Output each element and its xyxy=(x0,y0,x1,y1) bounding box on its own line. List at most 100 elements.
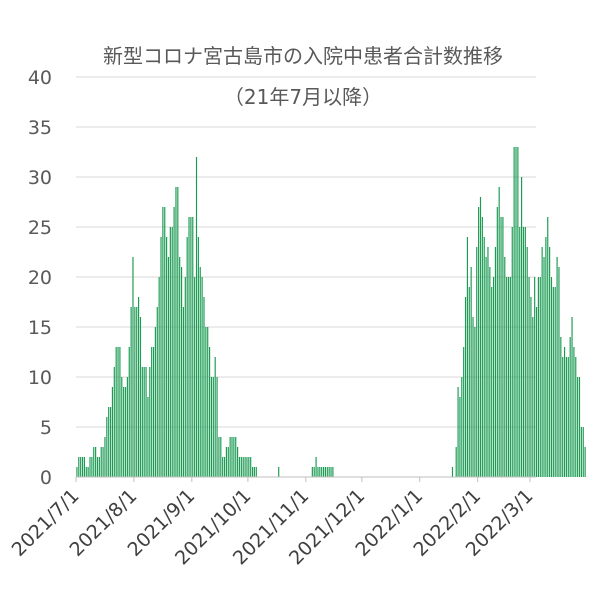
bar xyxy=(229,437,231,477)
bar xyxy=(563,347,566,477)
bar xyxy=(489,267,491,477)
bar xyxy=(100,447,102,477)
bar xyxy=(124,387,127,477)
y-tick-label: 15 xyxy=(28,317,52,339)
bar xyxy=(483,237,485,477)
bar xyxy=(573,347,575,477)
bar xyxy=(558,267,560,477)
bar xyxy=(231,437,233,477)
bar xyxy=(96,457,99,477)
bar xyxy=(244,457,246,477)
bar xyxy=(128,347,130,477)
bar xyxy=(526,247,528,477)
bar xyxy=(108,407,110,477)
bar xyxy=(532,317,534,477)
bar xyxy=(502,217,504,477)
y-tick-label: 10 xyxy=(28,367,52,389)
bar xyxy=(466,237,468,477)
bar xyxy=(91,457,93,477)
bar xyxy=(253,467,255,477)
bar xyxy=(242,457,244,477)
bar xyxy=(145,367,147,477)
bar xyxy=(547,217,549,477)
y-tick-label: 40 xyxy=(28,67,52,89)
bar xyxy=(539,277,541,477)
bar xyxy=(278,467,280,477)
x-axis-ticks: 2021/7/12021/8/12021/9/12021/10/12021/11… xyxy=(8,477,538,569)
bar xyxy=(151,347,153,477)
bar xyxy=(113,367,115,477)
bar xyxy=(121,377,123,477)
bar xyxy=(201,277,203,477)
bar xyxy=(322,467,325,477)
bar xyxy=(173,207,175,477)
bar xyxy=(457,387,459,477)
bar xyxy=(104,437,106,477)
bar xyxy=(132,257,134,477)
bar xyxy=(154,327,156,477)
bar xyxy=(524,227,526,477)
bar xyxy=(517,147,519,477)
bar xyxy=(235,437,237,477)
bar xyxy=(560,337,562,477)
y-tick-label: 0 xyxy=(40,467,52,489)
bar xyxy=(171,227,173,477)
bar xyxy=(534,277,536,477)
bar xyxy=(147,397,149,477)
bar xyxy=(582,427,584,477)
bar xyxy=(496,207,498,477)
bar xyxy=(162,207,164,477)
bar xyxy=(562,357,564,477)
bar xyxy=(214,357,216,477)
bar xyxy=(87,467,89,477)
bar xyxy=(98,457,100,477)
bar xyxy=(169,227,171,477)
gridlines xyxy=(76,76,536,428)
bar xyxy=(250,457,252,477)
bar xyxy=(184,277,186,477)
bar xyxy=(109,407,112,477)
bar xyxy=(76,467,78,477)
bar xyxy=(459,397,461,477)
y-tick-label: 30 xyxy=(28,167,52,189)
bar xyxy=(111,387,114,477)
bar xyxy=(188,217,190,477)
bar xyxy=(504,257,506,477)
bar xyxy=(556,257,558,477)
bar xyxy=(584,447,586,477)
bar xyxy=(205,327,207,477)
bar xyxy=(238,457,241,477)
bar xyxy=(156,307,158,477)
bar xyxy=(83,457,85,477)
bar xyxy=(106,417,108,477)
bar xyxy=(313,467,315,477)
bar xyxy=(530,297,532,477)
bar xyxy=(565,357,568,477)
bar xyxy=(451,467,454,477)
bar xyxy=(317,467,319,477)
bar xyxy=(95,447,97,477)
bar xyxy=(203,297,205,477)
bar xyxy=(152,347,155,477)
bar xyxy=(464,297,467,477)
bar xyxy=(199,267,201,477)
bar xyxy=(119,347,121,477)
bar xyxy=(143,367,145,477)
bar xyxy=(567,357,569,477)
bar xyxy=(321,467,323,477)
bar xyxy=(237,447,239,477)
bar xyxy=(478,207,480,477)
bar xyxy=(209,347,211,477)
bar xyxy=(513,147,515,477)
bar xyxy=(158,277,160,477)
bar xyxy=(543,257,545,477)
bar xyxy=(494,247,497,477)
bar xyxy=(498,187,500,477)
bar xyxy=(136,307,138,477)
bar xyxy=(545,237,547,477)
bar xyxy=(491,287,493,477)
bar xyxy=(528,277,530,477)
bar xyxy=(485,257,487,477)
bar xyxy=(575,357,577,477)
bar xyxy=(535,307,538,477)
